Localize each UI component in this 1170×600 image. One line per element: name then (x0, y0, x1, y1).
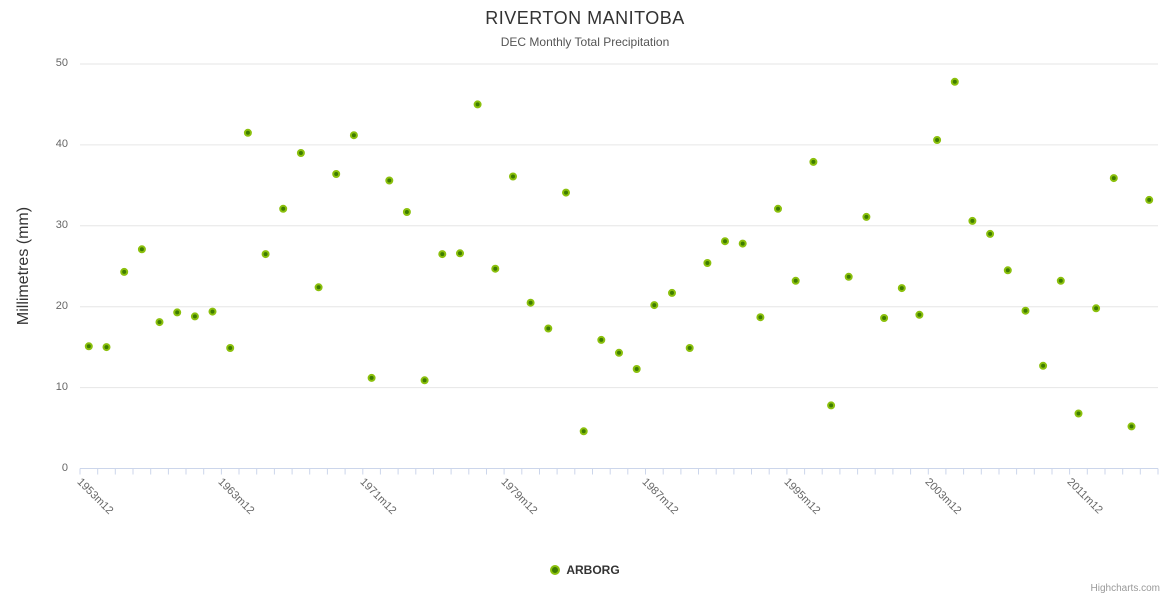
y-axis-label: 30 (55, 218, 68, 231)
highcharts-credits-link[interactable]: Highcharts.com (1090, 583, 1160, 594)
data-point[interactable] (721, 237, 729, 246)
data-point[interactable] (190, 312, 199, 321)
data-point[interactable] (1074, 409, 1083, 418)
data-point[interactable] (1021, 306, 1030, 315)
data-point[interactable] (544, 324, 553, 333)
data-point[interactable] (526, 298, 535, 307)
chart-subtitle: DEC Monthly Total Precipitation (500, 35, 670, 49)
data-point[interactable] (137, 245, 146, 254)
data-point[interactable] (349, 131, 358, 140)
data-point[interactable] (1127, 422, 1136, 431)
data-point[interactable] (756, 313, 765, 322)
data-point[interactable] (402, 208, 411, 216)
data-point[interactable] (579, 427, 588, 436)
data-point[interactable] (950, 77, 959, 86)
data-point[interactable] (367, 373, 376, 382)
data-point[interactable] (1056, 276, 1065, 285)
data-point[interactable] (1109, 174, 1118, 183)
data-point[interactable] (385, 176, 394, 185)
chart-title: RIVERTON MANITOBA (485, 8, 685, 28)
data-point[interactable] (261, 250, 270, 259)
y-axis-label: 50 (55, 57, 68, 69)
data-point[interactable] (155, 318, 164, 327)
y-axis-label: 20 (55, 299, 68, 312)
data-point[interactable] (738, 239, 747, 248)
data-point[interactable] (1039, 361, 1048, 370)
legend-marker-icon (550, 565, 561, 575)
y-axis-label: 10 (55, 380, 68, 393)
data-point[interactable] (632, 365, 641, 373)
data-point[interactable] (933, 136, 942, 144)
data-point[interactable] (1003, 266, 1012, 275)
data-point[interactable] (509, 172, 517, 181)
data-point[interactable] (84, 342, 93, 351)
y-axis-label: 40 (55, 137, 68, 150)
data-point[interactable] (473, 100, 482, 109)
data-point[interactable] (314, 283, 323, 292)
data-point[interactable] (332, 170, 341, 178)
data-point[interactable] (102, 343, 111, 352)
data-point[interactable] (420, 376, 429, 385)
data-point[interactable] (597, 335, 606, 344)
data-point[interactable] (243, 128, 252, 137)
data-point[interactable] (173, 308, 182, 317)
legend: ARBORG (0, 563, 1170, 577)
y-axis-label: 0 (61, 461, 68, 474)
data-point[interactable] (968, 216, 977, 225)
data-point[interactable] (986, 229, 995, 238)
data-point[interactable] (562, 188, 570, 197)
data-point[interactable] (897, 284, 906, 293)
data-point[interactable] (456, 249, 464, 258)
data-point[interactable] (650, 301, 659, 310)
data-point[interactable] (279, 204, 288, 213)
data-point[interactable] (703, 259, 712, 267)
data-point[interactable] (774, 204, 782, 213)
data-point[interactable] (208, 307, 217, 316)
legend-label: ARBORG (566, 563, 620, 577)
data-point[interactable] (809, 157, 818, 166)
data-point[interactable] (668, 288, 676, 297)
data-point[interactable] (226, 344, 235, 352)
data-point[interactable] (438, 250, 447, 259)
data-point[interactable] (615, 348, 623, 357)
data-point[interactable] (1092, 304, 1101, 313)
data-point[interactable] (862, 212, 871, 221)
data-point[interactable] (685, 344, 694, 352)
data-point[interactable] (491, 264, 500, 273)
legend-item-arborg[interactable]: ARBORG (550, 563, 620, 577)
data-point[interactable] (120, 267, 129, 276)
data-point[interactable] (827, 401, 836, 410)
data-point[interactable] (1145, 195, 1154, 204)
data-point[interactable] (844, 272, 853, 281)
data-point[interactable] (915, 310, 924, 319)
data-point[interactable] (791, 276, 800, 285)
data-point[interactable] (880, 314, 889, 322)
data-point[interactable] (296, 149, 305, 157)
